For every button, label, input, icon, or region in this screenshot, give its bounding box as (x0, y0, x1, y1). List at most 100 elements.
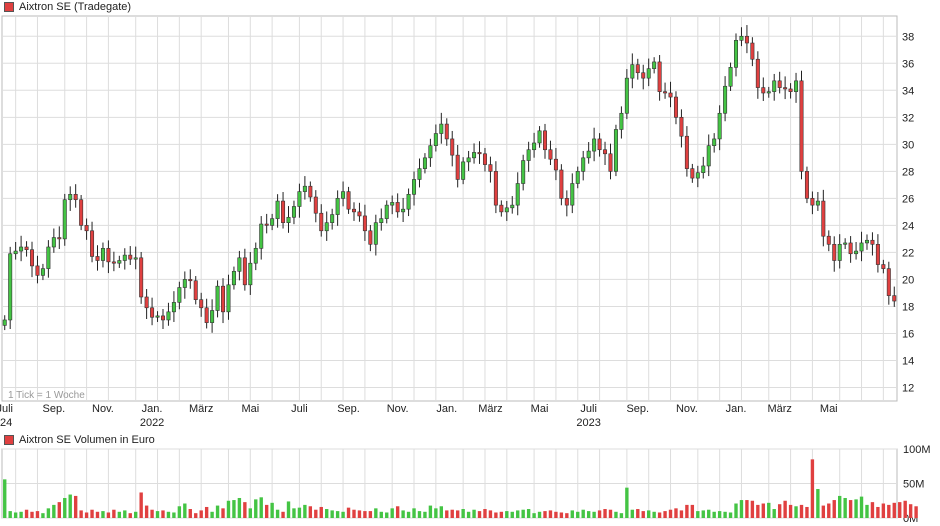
volume-bar (3, 479, 7, 518)
volume-bar (554, 511, 558, 518)
x-tick-label: Jan. (436, 403, 457, 415)
volume-bar (335, 511, 340, 518)
volume-bar (898, 502, 902, 518)
volume-bar (876, 506, 880, 518)
volume-bar (647, 510, 651, 518)
price-y-tick-label: 32 (902, 112, 914, 124)
volume-bar (73, 495, 78, 518)
volume-bar (750, 500, 755, 518)
candle-down (362, 215, 367, 232)
price-y-tick-label: 28 (902, 166, 914, 178)
volume-bar (325, 509, 329, 518)
candle-up (619, 112, 624, 130)
x-tick-label: Mai (241, 403, 259, 415)
candle-up (433, 133, 438, 146)
candle-down (684, 135, 689, 169)
volume-bar (696, 511, 700, 518)
x-tick-label: Sep. (337, 403, 360, 415)
volume-bar (314, 509, 318, 518)
candle-up (379, 218, 384, 223)
candle-up (417, 168, 422, 180)
candle-up (472, 152, 477, 159)
price-y-tick-label: 30 (902, 139, 914, 151)
volume-bar (701, 510, 705, 518)
price-y-tick-label: 18 (902, 301, 914, 313)
volume-bar (734, 503, 738, 518)
candle-down (444, 123, 449, 140)
volume-bar (794, 506, 798, 518)
volume-bar (838, 495, 842, 518)
volume-bar (712, 511, 716, 518)
candle-up (712, 138, 717, 146)
volume-bar (581, 509, 585, 518)
x-tick-label: Mai (820, 403, 838, 415)
candle-down (744, 35, 749, 44)
price-legend: Aixtron SE (Tradegate) (4, 1, 131, 13)
volume-bar (270, 502, 274, 518)
candle-up (40, 268, 45, 276)
candle-up (19, 246, 24, 252)
candle-down (357, 211, 362, 217)
volume-bar (761, 503, 765, 518)
candle-up (843, 242, 848, 245)
volume-bar (379, 511, 383, 518)
candle-up (728, 67, 733, 87)
candle-up (335, 198, 340, 215)
candle-up (592, 138, 597, 152)
volume-bar (123, 510, 127, 518)
volume-bar (674, 508, 678, 518)
candle-up (504, 207, 509, 213)
candle-up (68, 194, 73, 201)
candle-up (422, 157, 427, 169)
candle-down (543, 130, 547, 151)
candle-down (690, 168, 695, 179)
volume-bar (592, 511, 596, 518)
candle-down (881, 264, 886, 269)
volume-bar (521, 509, 525, 518)
x-tick-label: Sep. (626, 403, 649, 415)
volume-bar (668, 509, 673, 518)
candle-up (624, 77, 629, 114)
candle-up (864, 239, 869, 244)
volume-bar (303, 504, 307, 518)
candle-up (166, 311, 171, 321)
volume-bar (810, 459, 815, 518)
volume-bar (106, 512, 111, 518)
candle-down (597, 138, 602, 151)
candle-up (515, 183, 520, 206)
volume-bar (210, 511, 214, 518)
volume-bar (412, 508, 416, 518)
candle-up (155, 315, 160, 318)
candle-up (291, 206, 296, 218)
candle-down (111, 261, 116, 264)
tick-annotation: 1 Tick = 1 Woche (8, 390, 85, 401)
candle-down (193, 280, 198, 300)
volume-bar (101, 511, 105, 518)
candle-up (46, 246, 51, 269)
price-legend-swatch (4, 2, 14, 12)
candle-down (657, 61, 662, 92)
candle-up (302, 185, 307, 192)
x-tick-label: März (478, 403, 502, 415)
price-y-tick-label: 24 (902, 220, 914, 232)
candle-down (221, 285, 226, 313)
volume-bar (450, 509, 454, 518)
candle-down (608, 153, 613, 172)
candle-down (777, 80, 782, 88)
candle-down (761, 87, 766, 94)
volume-bar (128, 513, 132, 518)
volume-bar (865, 504, 869, 518)
candle-up (231, 271, 236, 286)
candle-up (613, 129, 618, 172)
volume-bar (177, 506, 182, 518)
candle-up (428, 145, 433, 159)
volume-bar (455, 510, 460, 518)
volume-bar (434, 508, 438, 518)
x-tick-label: Nov. (92, 403, 114, 415)
volume-bar (543, 511, 547, 518)
volume-bar (24, 509, 29, 518)
volume-bar (488, 510, 493, 518)
candle-up (739, 35, 744, 41)
